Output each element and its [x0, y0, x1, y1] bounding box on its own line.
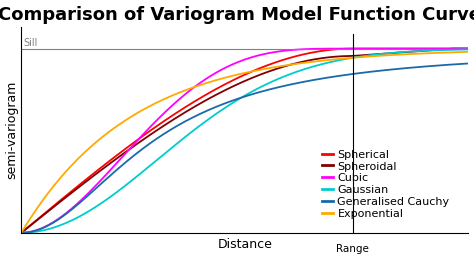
Gaussian	[215, 111, 221, 114]
Exponential	[18, 231, 24, 234]
Spherical	[199, 95, 205, 98]
Exponential	[199, 83, 205, 86]
Generalised Cauchy	[375, 69, 381, 73]
Spheroidal	[367, 53, 373, 56]
Exponential	[215, 78, 221, 81]
Gaussian	[199, 122, 205, 125]
Exponential	[465, 50, 471, 53]
Spherical	[375, 47, 381, 50]
Spherical	[350, 47, 356, 50]
Line: Cubic: Cubic	[21, 49, 468, 233]
Gaussian	[64, 221, 70, 224]
Text: Range: Range	[336, 244, 369, 254]
Spheroidal	[449, 47, 455, 50]
Gaussian	[375, 53, 381, 56]
Exponential	[367, 55, 373, 58]
Spherical	[215, 86, 221, 89]
Exponential	[326, 59, 331, 62]
Spherical	[367, 47, 373, 50]
Spherical	[465, 47, 471, 50]
Spheroidal	[326, 56, 331, 59]
Generalised Cauchy	[199, 111, 205, 114]
Title: Comparison of Variogram Model Function Curves: Comparison of Variogram Model Function C…	[0, 5, 474, 24]
Generalised Cauchy	[64, 212, 70, 215]
X-axis label: Distance: Distance	[218, 238, 273, 251]
Generalised Cauchy	[215, 104, 221, 107]
Generalised Cauchy	[367, 70, 373, 73]
Cubic	[64, 211, 70, 214]
Gaussian	[326, 61, 331, 64]
Cubic	[350, 47, 356, 50]
Generalised Cauchy	[326, 76, 331, 79]
Gaussian	[18, 231, 24, 234]
Spherical	[18, 231, 24, 234]
Gaussian	[367, 54, 373, 57]
Cubic	[215, 70, 221, 73]
Spheroidal	[18, 231, 24, 234]
Line: Gaussian: Gaussian	[21, 49, 468, 233]
Cubic	[18, 231, 24, 234]
Exponential	[375, 54, 381, 57]
Spherical	[326, 48, 331, 52]
Legend: Spherical, Spheroidal, Cubic, Gaussian, Generalised Cauchy, Exponential: Spherical, Spheroidal, Cubic, Gaussian, …	[318, 145, 454, 223]
Generalised Cauchy	[465, 62, 471, 65]
Line: Exponential: Exponential	[21, 52, 468, 233]
Spherical	[64, 193, 70, 197]
Spheroidal	[375, 53, 381, 56]
Exponential	[64, 169, 70, 172]
Generalised Cauchy	[18, 231, 24, 234]
Line: Generalised Cauchy: Generalised Cauchy	[21, 63, 468, 233]
Cubic	[199, 80, 205, 83]
Y-axis label: semi-variogram: semi-variogram	[6, 81, 18, 179]
Gaussian	[465, 48, 471, 51]
Spheroidal	[199, 101, 205, 104]
Spheroidal	[465, 47, 471, 50]
Spheroidal	[215, 92, 221, 95]
Line: Spheroidal: Spheroidal	[21, 49, 468, 233]
Spheroidal	[64, 195, 70, 198]
Cubic	[375, 47, 381, 50]
Text: Sill: Sill	[24, 38, 38, 48]
Line: Spherical: Spherical	[21, 49, 468, 233]
Cubic	[465, 47, 471, 50]
Cubic	[326, 47, 331, 50]
Cubic	[367, 47, 373, 50]
